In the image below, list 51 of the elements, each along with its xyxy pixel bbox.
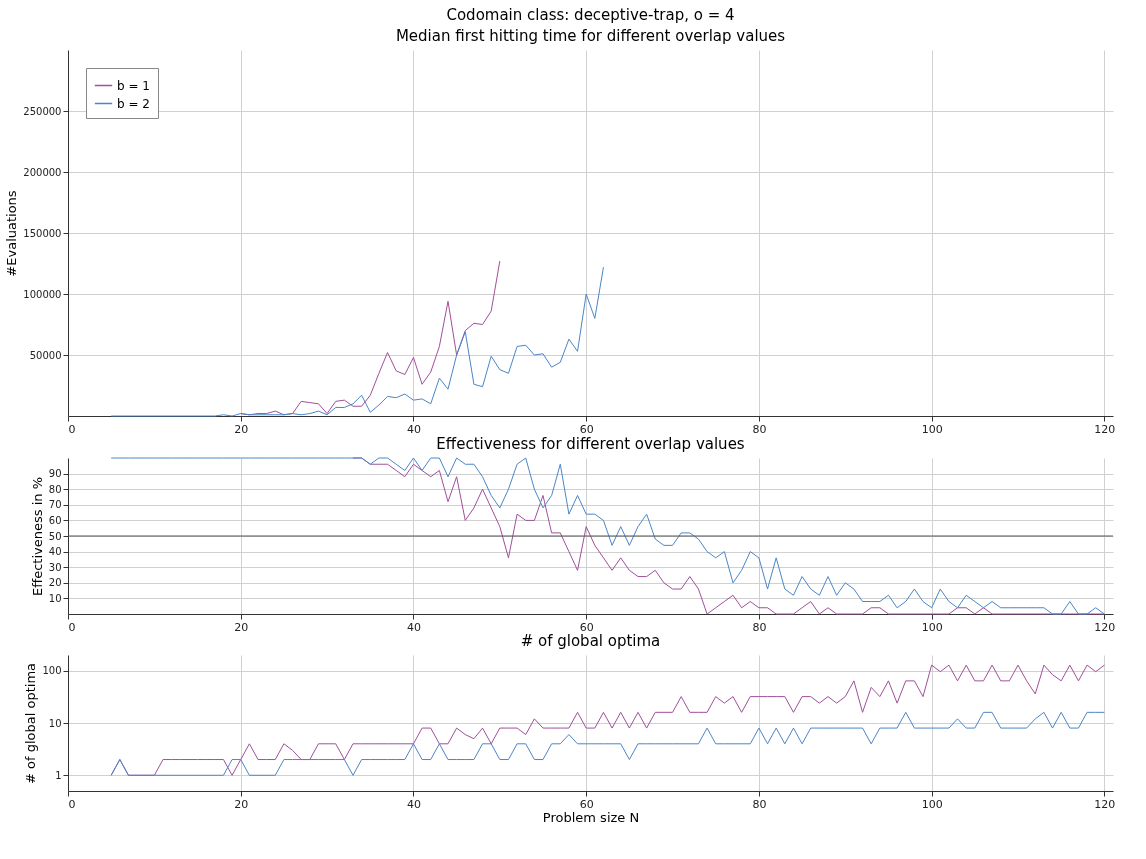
y-tick-label: 40 [48,546,62,558]
y-tick-label: 10 [48,717,62,729]
x-tick-label: 40 [406,797,421,811]
legend-label: b = 1 [117,78,150,93]
y-tick-label: 80 [48,483,62,495]
x-tick-label: 0 [68,422,76,436]
y-tick-label: 50 [48,530,62,542]
x-tick-label: 80 [752,797,767,811]
x-tick-label: 80 [752,422,767,436]
y-tick-label: 200000 [23,166,62,178]
y-tick-label: 60 [48,514,62,526]
x-tick-label: 60 [579,797,594,811]
x-tick-label: 0 [68,797,76,811]
y-tick-label: 10 [48,592,62,604]
y-tick-label: 50000 [29,349,62,361]
line-series [110,457,1105,615]
line-series [110,266,604,417]
y-tick-label: 30 [48,561,62,573]
y-axis-title: Effectiveness in % [29,477,45,596]
x-axis-title: Problem size N [542,809,640,825]
x-tick-label: 20 [234,797,249,811]
x-tick-label: 40 [406,620,421,634]
y-axis-title: #Evaluations [4,190,20,277]
x-tick-label: 20 [234,620,249,634]
x-tick-label: 120 [1094,797,1116,811]
x-tick-label: 100 [921,620,943,634]
chart-title: Codomain class: deceptive-trap, o = 4 [446,6,735,24]
x-tick-label: 60 [579,422,594,436]
x-tick-label: 40 [406,422,421,436]
x-tick-label: 20 [234,422,249,436]
y-tick-label: 90 [48,468,62,480]
y-tick-label: 1 [55,769,62,781]
y-tick-label: 150000 [23,227,62,239]
x-tick-label: 120 [1094,620,1116,634]
x-tick-label: 120 [1094,422,1116,436]
chart-title: # of global optima [520,632,661,650]
x-tick-label: 100 [921,422,943,436]
x-tick-label: 100 [921,797,943,811]
line-series [110,711,1105,776]
y-tick-label: 70 [48,499,62,511]
legend-label: b = 2 [117,96,150,111]
y-tick-label: 100000 [23,288,62,300]
y-tick-label: 20 [48,577,62,589]
chart-subtitle: Median first hitting time for different overlap values [395,27,786,45]
y-tick-label: 250000 [23,105,62,117]
x-tick-label: 60 [579,620,594,634]
chart-title: Effectiveness for different overlap values [436,434,745,453]
y-axis-title: # of global optima [23,662,39,785]
y-tick-label: 100 [42,665,62,677]
x-tick-label: 0 [68,620,76,634]
x-tick-label: 80 [752,620,767,634]
